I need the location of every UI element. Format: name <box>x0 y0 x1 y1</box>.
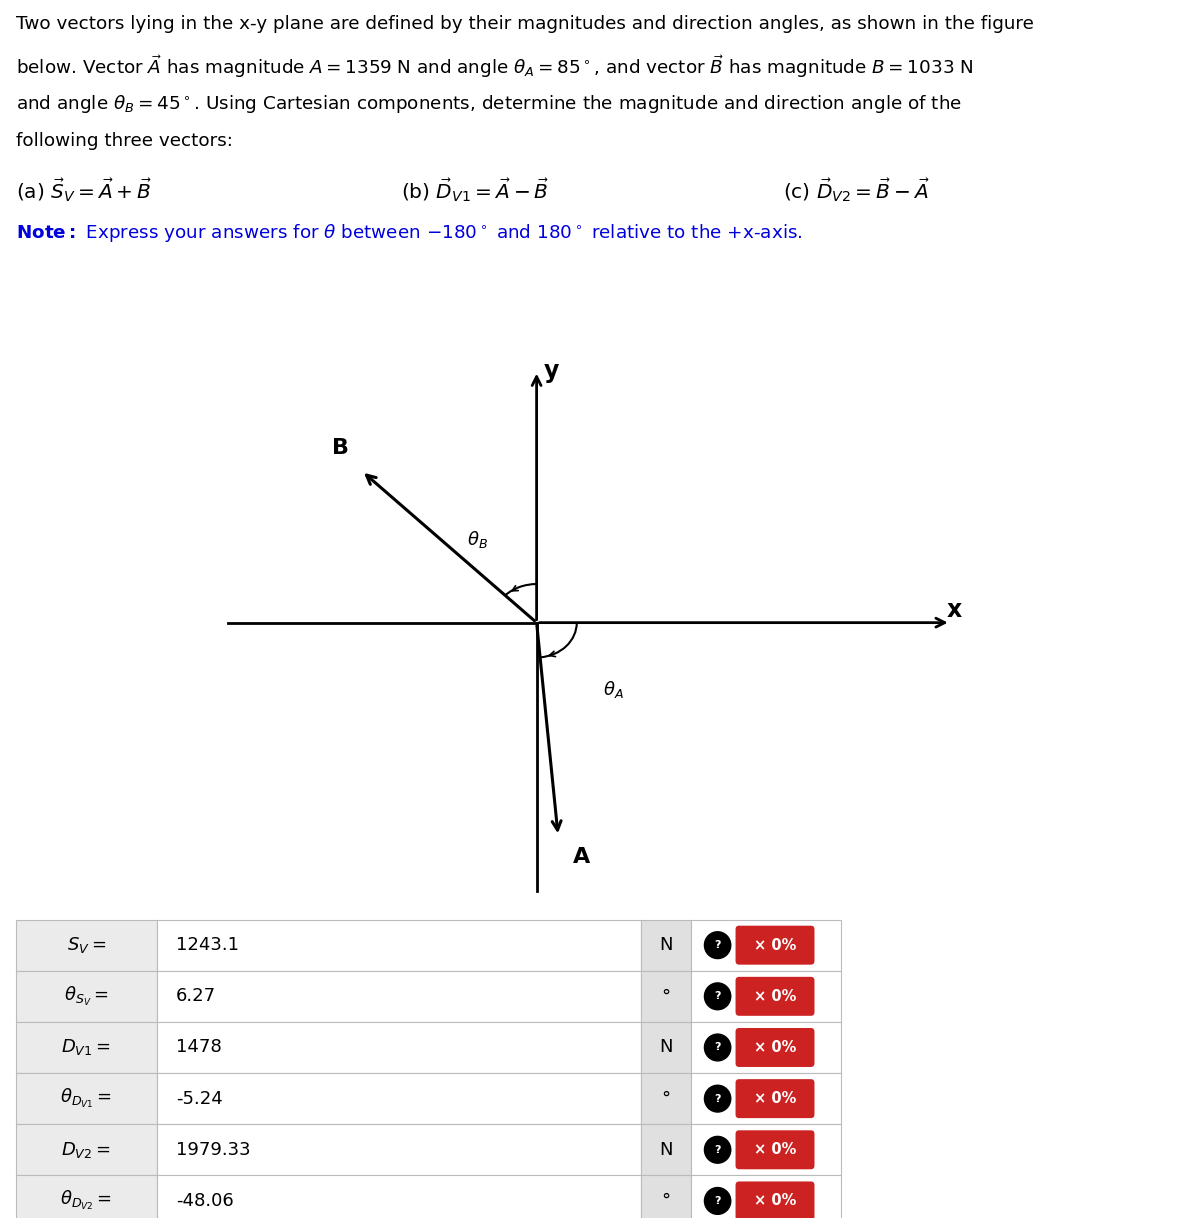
Text: ?: ? <box>714 940 721 950</box>
Text: below. Vector $\vec{A}$ has magnitude $A = 1359$ N and angle $\theta_A = 85^\cir: below. Vector $\vec{A}$ has magnitude $A… <box>16 54 974 80</box>
Text: ?: ? <box>714 1043 721 1052</box>
Text: °: ° <box>661 1192 671 1209</box>
Text: (b) $\vec{D}_{V1} = \vec{A} - \vec{B}$: (b) $\vec{D}_{V1} = \vec{A} - \vec{B}$ <box>401 177 549 205</box>
Text: × 0%: × 0% <box>753 1040 797 1055</box>
Text: ?: ? <box>714 1145 721 1155</box>
Text: N: N <box>659 1039 673 1056</box>
Text: N: N <box>659 1141 673 1158</box>
Text: A: A <box>573 847 591 867</box>
Text: × 0%: × 0% <box>753 1142 797 1157</box>
Text: × 0%: × 0% <box>753 1091 797 1106</box>
Text: and angle $\theta_B = 45^\circ$. Using Cartesian components, determine the magni: and angle $\theta_B = 45^\circ$. Using C… <box>16 93 962 114</box>
Text: following three vectors:: following three vectors: <box>16 132 232 150</box>
Text: -5.24: -5.24 <box>176 1090 222 1107</box>
Text: $\theta_B$: $\theta_B$ <box>466 529 488 549</box>
Text: $\mathbf{Note:}$ Express your answers for $\theta$ between $-180^\circ$ and $180: $\mathbf{Note:}$ Express your answers fo… <box>16 222 803 244</box>
Text: 1243.1: 1243.1 <box>176 937 239 954</box>
Text: $S_V =$: $S_V =$ <box>67 935 105 955</box>
Text: 1979.33: 1979.33 <box>176 1141 250 1158</box>
Text: (a) $\vec{S}_V = \vec{A} + \vec{B}$: (a) $\vec{S}_V = \vec{A} + \vec{B}$ <box>16 177 152 205</box>
Text: $D_{V2} =$: $D_{V2} =$ <box>61 1140 111 1160</box>
Text: × 0%: × 0% <box>753 989 797 1004</box>
Text: -48.06: -48.06 <box>176 1192 233 1209</box>
Text: y: y <box>544 359 559 382</box>
Text: 1478: 1478 <box>176 1039 221 1056</box>
Text: $\theta_{S_V} =$: $\theta_{S_V} =$ <box>63 985 109 1007</box>
Text: N: N <box>659 937 673 954</box>
Text: $\theta_{D_{V1}} =$: $\theta_{D_{V1}} =$ <box>60 1088 112 1110</box>
Text: ?: ? <box>714 991 721 1001</box>
Text: °: ° <box>661 1090 671 1107</box>
Text: $\theta_{D_{V2}} =$: $\theta_{D_{V2}} =$ <box>60 1190 112 1212</box>
Text: °: ° <box>661 988 671 1005</box>
Text: x: x <box>947 598 962 621</box>
Text: $\theta_A$: $\theta_A$ <box>603 678 623 699</box>
Text: B: B <box>332 438 349 458</box>
Text: ?: ? <box>714 1196 721 1206</box>
Text: × 0%: × 0% <box>753 1194 797 1208</box>
Text: 6.27: 6.27 <box>176 988 216 1005</box>
Text: $D_{V1} =$: $D_{V1} =$ <box>61 1038 111 1057</box>
Text: Two vectors lying in the x-y plane are defined by their magnitudes and direction: Two vectors lying in the x-y plane are d… <box>16 15 1033 33</box>
Text: × 0%: × 0% <box>753 938 797 952</box>
Text: (c) $\vec{D}_{V2} = \vec{B} - \vec{A}$: (c) $\vec{D}_{V2} = \vec{B} - \vec{A}$ <box>783 177 930 205</box>
Text: ?: ? <box>714 1094 721 1104</box>
